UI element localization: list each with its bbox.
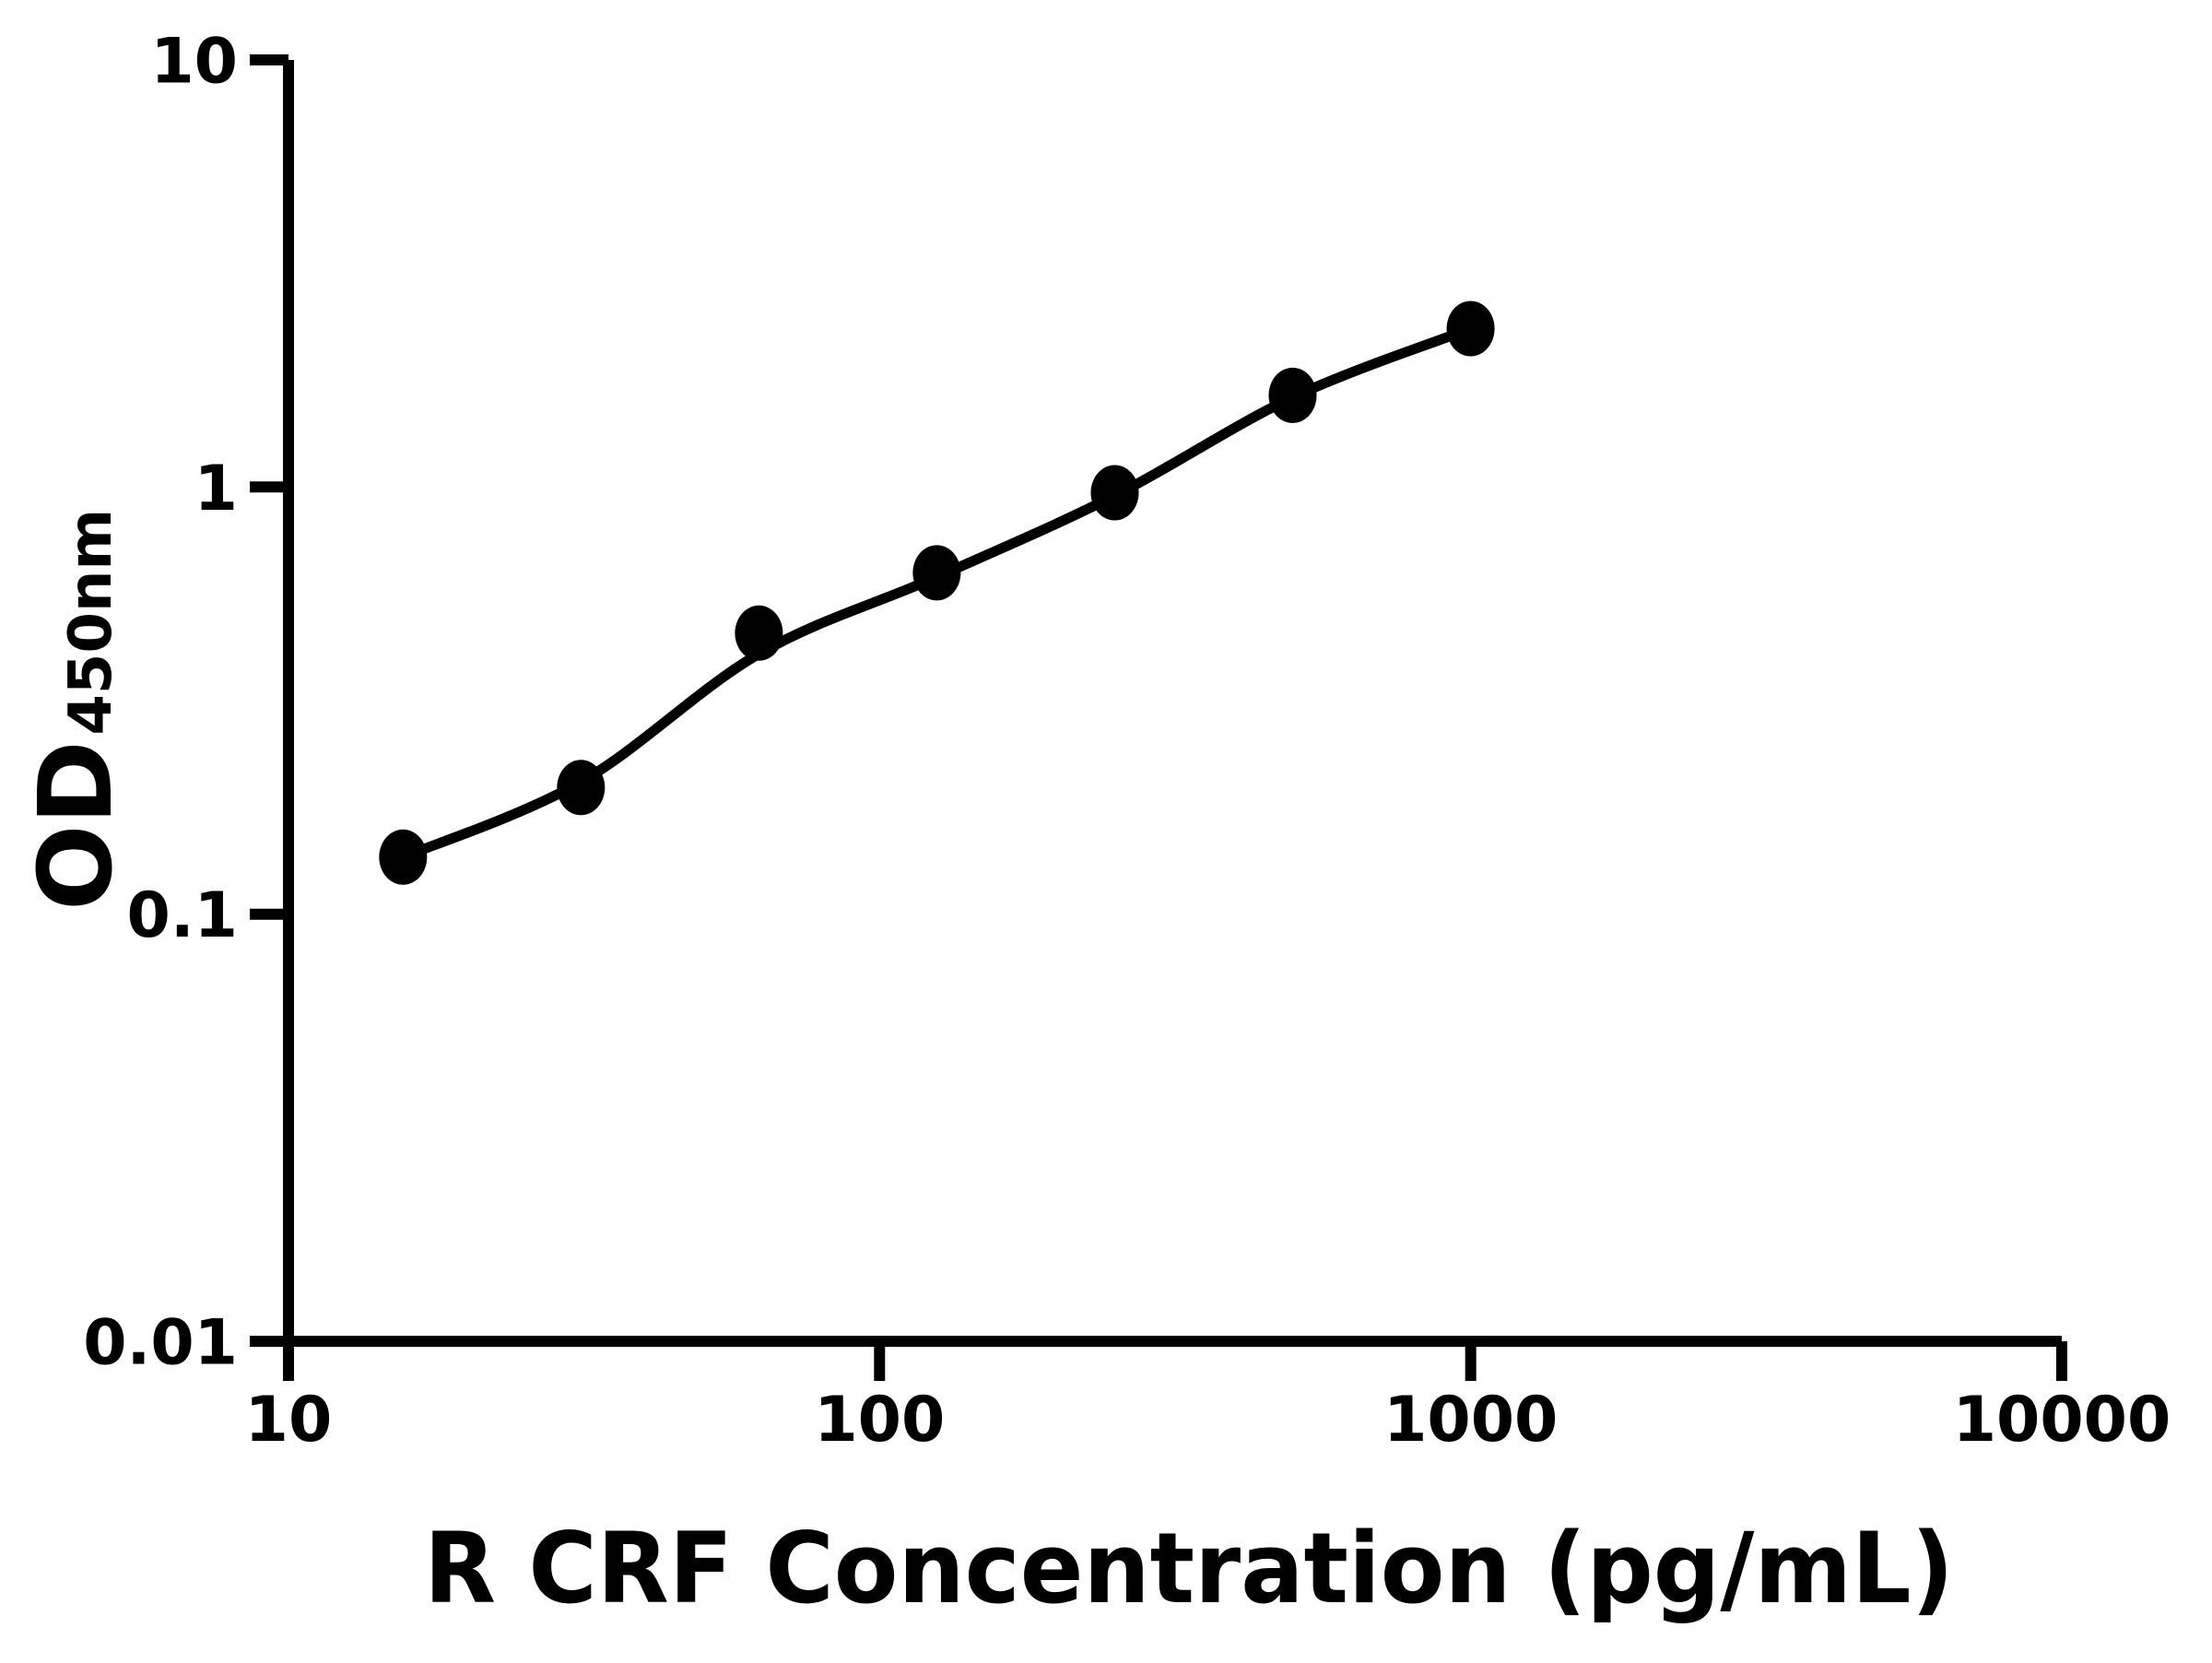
data-point-marker	[1446, 301, 1495, 357]
x-tick-label-10: 10	[245, 1384, 333, 1457]
x-tick-label-100: 100	[814, 1384, 945, 1457]
y-tick-label-10: 10	[150, 25, 238, 98]
x-tick-label-10000: 10000	[1953, 1384, 2171, 1457]
data-point-marker	[1268, 367, 1317, 423]
y-tick-labels: 10 1 0.1 0.01	[83, 25, 238, 1379]
x-tick-labels: 10 100 1000 10000	[245, 1384, 2171, 1457]
y-tick-label-0.01: 0.01	[83, 1306, 238, 1379]
axis-tick-marks	[250, 54, 2067, 1381]
data-point-marker	[735, 605, 783, 661]
y-tick-label-0.1: 0.1	[127, 879, 238, 952]
data-point-marker	[379, 829, 428, 885]
y-axis-title-subscript: 450nm	[57, 509, 125, 736]
data-point-marker	[557, 760, 606, 816]
data-point-marker	[912, 545, 961, 601]
y-tick-label-1: 1	[194, 453, 238, 525]
x-axis-title: R CRF Concentration (pg/mL)	[424, 1512, 1954, 1625]
data-point-marker	[1090, 465, 1139, 521]
y-axis-title-main: OD	[17, 740, 135, 911]
y-axis-title: OD 450nm	[17, 509, 135, 911]
data-points	[379, 301, 1495, 885]
x-tick-label-1000: 1000	[1383, 1384, 1558, 1457]
